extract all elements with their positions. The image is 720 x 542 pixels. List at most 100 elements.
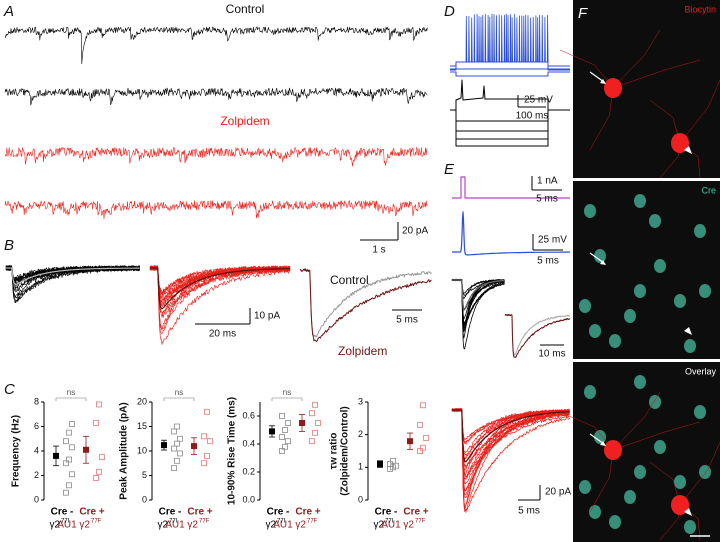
- nucleus: [654, 440, 666, 454]
- scale-label: 20 pA: [545, 487, 571, 498]
- category-label: Cre +: [295, 507, 320, 518]
- neuron-soma: [604, 78, 622, 98]
- data-point: [420, 444, 426, 451]
- trace: [537, 17, 539, 63]
- trace: [518, 15, 521, 63]
- nucleus: [594, 430, 606, 444]
- nucleus: [634, 284, 646, 298]
- ns-label: ns: [175, 388, 183, 397]
- nucleus: [634, 375, 646, 389]
- trace: [507, 15, 509, 63]
- nucleus: [694, 405, 706, 419]
- scale-label: 5 ms: [537, 256, 559, 267]
- micrograph: [573, 0, 720, 178]
- trace: [149, 265, 291, 318]
- trace: [491, 13, 493, 63]
- category-label: Cre -: [51, 507, 74, 518]
- trace: [6, 267, 140, 286]
- trace: [538, 15, 541, 63]
- mean-marker: [53, 452, 59, 459]
- trace: [476, 13, 478, 63]
- nucleus: [634, 194, 646, 208]
- trace: [509, 14, 512, 63]
- data-point: [285, 438, 291, 445]
- mean-marker: [83, 446, 89, 453]
- ns-label: ns: [67, 388, 75, 397]
- nucleus: [624, 490, 636, 504]
- data-point: [279, 448, 285, 454]
- arrow: [589, 252, 605, 264]
- data-point: [387, 466, 393, 472]
- y-tick-label: 2: [358, 429, 363, 439]
- data-point: [312, 401, 318, 408]
- trace: [450, 109, 570, 122]
- data-point: [93, 419, 99, 426]
- category-sublabel: γ2: [373, 520, 384, 531]
- y-tick-label: 20: [137, 396, 147, 406]
- mean-marker: [407, 438, 413, 445]
- trace: [451, 211, 571, 256]
- data-point: [63, 489, 69, 496]
- arrowhead-marker: [684, 508, 692, 516]
- trace: [452, 409, 570, 463]
- data-point: [420, 402, 426, 409]
- data-point: [96, 468, 102, 475]
- nucleus: [699, 465, 711, 479]
- scale-label: 5 ms: [536, 194, 558, 205]
- category-label: Cre -: [159, 507, 182, 518]
- y-tick-label: 0.2: [242, 466, 255, 476]
- y-tick-label: 10: [137, 445, 147, 455]
- data-point: [201, 433, 207, 440]
- arrow-head: [600, 79, 606, 84]
- data-point: [201, 460, 207, 467]
- y-tick-label: 0: [358, 494, 363, 504]
- data-point: [174, 440, 180, 447]
- trace: [546, 15, 549, 63]
- y-tick-label: 2: [34, 470, 39, 480]
- neuron-soma: [671, 133, 689, 153]
- data-point: [285, 420, 291, 426]
- trace: [4, 26, 428, 64]
- trace: [525, 14, 527, 63]
- dendrite: [612, 421, 701, 451]
- label: Overlay: [685, 366, 717, 376]
- y-tick-label: 6: [34, 421, 39, 431]
- scale-label: 100 ms: [516, 111, 549, 122]
- neuron-soma: [671, 495, 689, 515]
- trace: [465, 15, 468, 63]
- category-label: Cre +: [187, 507, 212, 518]
- data-point: [171, 445, 177, 452]
- data-point: [282, 427, 288, 433]
- data-point: [309, 438, 315, 445]
- trace: [487, 15, 489, 63]
- category-sublabel: AU1 γ2: [57, 520, 90, 531]
- dendrite: [612, 59, 701, 89]
- category-sublabel: AU1 γ2: [165, 520, 198, 531]
- y-tick-label: 0.6: [242, 410, 255, 420]
- trace: [473, 14, 476, 63]
- scale-label: 5 ms: [396, 315, 418, 326]
- label: Cre: [701, 185, 716, 195]
- y-tick-label: 1: [358, 462, 363, 472]
- data-point: [66, 429, 72, 436]
- trace: [4, 200, 428, 220]
- trace: [521, 15, 523, 63]
- dendrite: [612, 391, 661, 451]
- trace: [450, 71, 570, 77]
- nucleus: [609, 334, 621, 348]
- data-point: [93, 475, 99, 481]
- trace: [523, 15, 525, 63]
- label: Control: [226, 2, 265, 16]
- data-point: [69, 444, 75, 451]
- neuron-soma: [604, 440, 622, 460]
- arrow: [589, 433, 605, 445]
- trace: [514, 13, 516, 63]
- nucleus: [684, 520, 696, 534]
- trace: [452, 176, 570, 199]
- data-point: [417, 448, 423, 454]
- nucleus: [609, 515, 621, 529]
- scale-label: 25 mV: [538, 235, 567, 246]
- category-label: Cre +: [403, 507, 428, 518]
- trace: [5, 265, 140, 281]
